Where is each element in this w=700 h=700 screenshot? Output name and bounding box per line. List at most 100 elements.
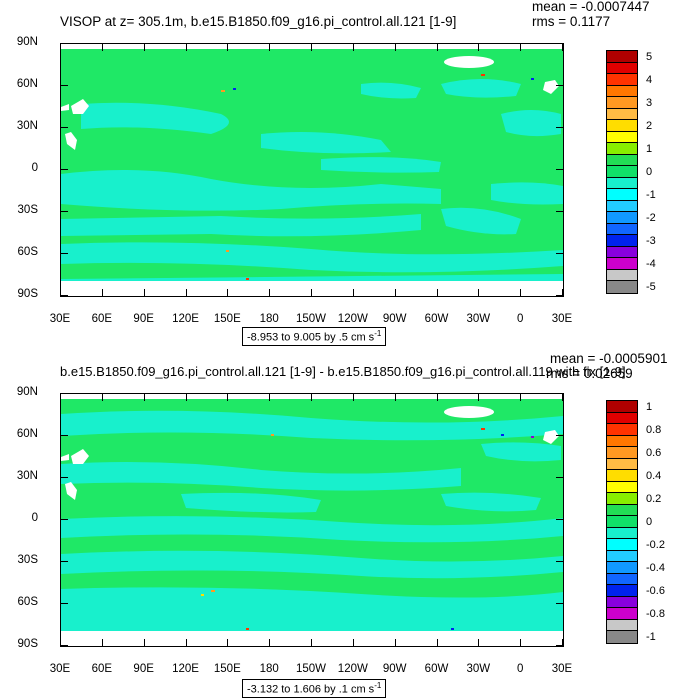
map-field	[61, 394, 563, 646]
colorbar-cell	[607, 246, 637, 258]
latitude-label: 0	[31, 162, 38, 174]
longitude-tick	[436, 289, 438, 297]
colorbar	[606, 50, 638, 294]
colorbar-label: -0.4	[646, 561, 665, 574]
colorbar-cell	[607, 200, 637, 212]
longitude-tick	[352, 289, 354, 297]
latitude-label: 30S	[17, 204, 38, 216]
longitude-tick	[185, 639, 187, 647]
longitude-tick	[436, 43, 438, 51]
panel-top: VISOP at z= 305.1m, b.e15.B1850.f09_g16.…	[16, 0, 656, 346]
colorbar-cell	[607, 166, 637, 178]
longitude-label: 150E	[213, 313, 241, 325]
mean-stat: mean = -0.0007447	[532, 0, 650, 14]
colorbar-label: 3	[646, 96, 653, 109]
longitude-label: 90W	[382, 663, 407, 675]
latitude-tick	[60, 211, 68, 212]
longitude-label: 0	[516, 663, 524, 675]
longitude-tick	[562, 43, 563, 51]
colorbar-cell	[607, 281, 637, 293]
longitude-tick	[269, 289, 271, 297]
longitude-tick	[562, 393, 563, 401]
colorbar-cell	[607, 131, 637, 143]
latitude-label: 90N	[16, 36, 38, 48]
longitude-label: 30W	[466, 313, 491, 325]
longitude-tick	[394, 639, 396, 647]
colorbar-label: -3	[646, 234, 656, 247]
colorbar-label: -5	[646, 280, 656, 293]
longitude-tick	[143, 289, 145, 297]
latitude-tick	[556, 43, 564, 44]
panel-bottom: b.e15.B1850.f09_g16.pi_control.all.121 […	[0, 350, 700, 700]
rms-stat: rms = 0.02659	[546, 366, 633, 381]
latitude-tick	[60, 519, 68, 520]
colorbar-cell	[607, 85, 637, 97]
longitude-label: 0	[516, 313, 524, 325]
longitude-tick	[352, 43, 354, 51]
latitude-tick	[60, 295, 68, 296]
longitude-label: 30E	[551, 663, 573, 675]
latitude-tick	[60, 169, 68, 170]
longitude-tick	[269, 639, 271, 647]
longitude-tick	[478, 289, 480, 297]
colorbar-cell	[607, 424, 637, 436]
latitude-tick	[556, 393, 564, 394]
longitude-label: 120W	[337, 663, 368, 675]
colorbar-cell	[607, 97, 637, 109]
longitude-tick	[269, 393, 271, 401]
latitude-tick	[556, 477, 564, 478]
longitude-tick	[352, 639, 354, 647]
longitude-tick	[227, 639, 229, 647]
mean-stat: mean = -0.0005901	[550, 351, 668, 366]
colorbar-cell	[607, 608, 637, 620]
colorbar-label: 0.6	[646, 446, 662, 459]
longitude-tick	[185, 393, 187, 401]
latitude-tick	[556, 127, 564, 128]
latitude-tick	[556, 253, 564, 254]
colorbar-cell	[607, 212, 637, 224]
colorbar-cell	[607, 154, 637, 166]
longitude-tick	[101, 393, 103, 401]
latitude-tick	[60, 85, 68, 86]
longitude-tick	[394, 43, 396, 51]
map-plot	[60, 43, 564, 297]
colorbar-label: 5	[646, 50, 653, 63]
colorbar-cell	[607, 51, 637, 63]
longitude-tick	[562, 289, 563, 297]
longitude-tick	[60, 639, 61, 647]
longitude-tick	[227, 393, 229, 401]
longitude-label: 120E	[172, 313, 199, 325]
colorbar-cell	[607, 412, 637, 424]
longitude-tick	[185, 289, 187, 297]
longitude-label: 150W	[295, 313, 327, 325]
longitude-tick	[436, 393, 438, 401]
colorbar-cell	[607, 189, 637, 201]
longitude-tick	[185, 43, 187, 51]
colorbar-cell	[607, 539, 637, 551]
longitude-tick	[269, 43, 271, 51]
longitude-label: 120W	[337, 313, 368, 325]
longitude-tick	[394, 289, 396, 297]
longitude-label: 60W	[424, 313, 449, 325]
longitude-tick	[101, 43, 103, 51]
colorbar-cell	[607, 631, 637, 643]
latitude-tick	[556, 295, 564, 296]
colorbar-cell	[607, 401, 637, 413]
latitude-tick	[556, 561, 564, 562]
longitude-label: 90W	[382, 313, 407, 325]
colorbar-cell	[607, 550, 637, 562]
colorbar-cell	[607, 120, 637, 132]
longitude-label: 30E	[49, 663, 71, 675]
longitude-tick	[101, 289, 103, 297]
latitude-label: 90N	[16, 386, 38, 398]
colorbar-label: -1	[646, 188, 656, 201]
longitude-tick	[60, 289, 61, 297]
latitude-tick	[60, 43, 68, 44]
colorbar-cell	[607, 562, 637, 574]
colorbar-cell	[607, 516, 637, 528]
rms-stat: rms = 0.1177	[532, 14, 611, 29]
longitude-tick	[227, 43, 229, 51]
longitude-tick	[143, 393, 145, 401]
longitude-tick	[520, 639, 522, 647]
longitude-label: 30E	[49, 313, 71, 325]
